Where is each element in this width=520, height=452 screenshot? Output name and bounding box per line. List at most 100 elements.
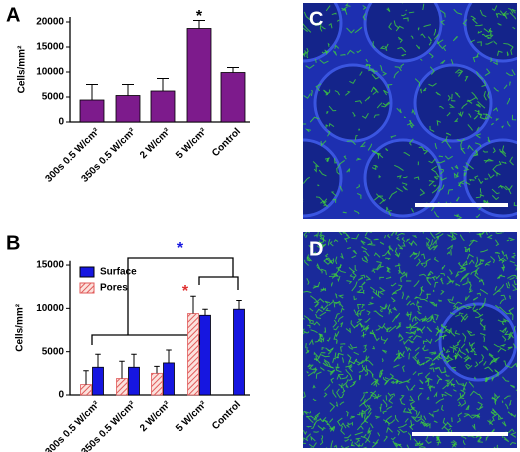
cell (477, 393, 483, 400)
cell (457, 339, 461, 346)
cell (322, 419, 328, 423)
cell (314, 412, 321, 420)
cell (484, 113, 489, 120)
cell (459, 111, 464, 118)
cell (492, 165, 498, 175)
cell (494, 252, 501, 254)
cell (453, 355, 457, 360)
error-bar (157, 78, 169, 91)
cell (494, 286, 498, 291)
cell (491, 188, 500, 195)
cell (390, 436, 396, 441)
cell (403, 271, 408, 279)
cell (349, 343, 358, 349)
cell (429, 301, 436, 307)
cell (355, 437, 361, 440)
cell (461, 265, 466, 273)
cell (356, 439, 360, 444)
cell (373, 378, 379, 386)
cell (434, 356, 443, 360)
cell (435, 232, 442, 236)
cell (365, 275, 372, 281)
cell (328, 122, 335, 128)
cell (408, 352, 411, 360)
cell (390, 232, 395, 236)
cell (306, 415, 315, 419)
cell (365, 64, 371, 70)
cell (485, 41, 493, 45)
cell (317, 184, 320, 187)
cell (467, 99, 473, 104)
cell (505, 72, 514, 76)
cell (492, 147, 496, 154)
cell (339, 393, 345, 399)
cell (303, 23, 312, 33)
cell (303, 47, 309, 56)
cell (325, 50, 328, 55)
cell (405, 331, 416, 334)
cell (303, 391, 306, 399)
cell (446, 382, 451, 387)
cell (406, 378, 411, 383)
cell (382, 399, 388, 408)
cell (451, 166, 454, 170)
cell (367, 429, 372, 434)
cell (379, 241, 385, 245)
cell (313, 418, 321, 426)
cell (313, 281, 321, 288)
cell (334, 90, 340, 96)
cell (491, 195, 500, 201)
cell (373, 394, 382, 400)
cell (336, 388, 341, 398)
cell (334, 331, 340, 338)
cell (475, 71, 484, 80)
cell (499, 298, 505, 305)
error-bar (95, 353, 101, 368)
cell (474, 361, 479, 368)
cell (372, 41, 376, 49)
cell (408, 11, 415, 14)
cell (449, 296, 454, 301)
cell (444, 328, 452, 333)
cell (434, 313, 439, 321)
cell (323, 359, 330, 364)
cell (425, 439, 432, 444)
cell (408, 423, 415, 430)
cell (388, 308, 392, 315)
cell (378, 174, 382, 179)
cell (411, 108, 416, 115)
cell (408, 138, 414, 146)
cell (513, 280, 517, 286)
cell (433, 391, 438, 398)
cell (480, 318, 484, 323)
cell (460, 343, 466, 349)
cell (453, 213, 459, 218)
cell (462, 332, 467, 342)
cell (512, 343, 517, 349)
cell (450, 93, 453, 100)
cell (338, 383, 345, 392)
cell (395, 232, 398, 235)
cell (405, 326, 410, 329)
cell (436, 160, 446, 164)
cell (371, 149, 380, 156)
cell (442, 417, 447, 426)
cell (475, 313, 484, 318)
cell (330, 425, 335, 431)
cell (308, 241, 314, 248)
cell (303, 331, 306, 335)
cell (417, 414, 423, 419)
cell (509, 260, 516, 264)
cell (494, 395, 501, 405)
cell (507, 281, 511, 287)
cell (390, 393, 395, 397)
cell (353, 351, 360, 355)
pillar (313, 63, 393, 143)
cell (337, 315, 344, 323)
cell (411, 240, 418, 246)
cell (425, 314, 434, 322)
cell (468, 342, 476, 347)
cell (455, 196, 460, 202)
cell (314, 321, 321, 326)
cell (410, 330, 417, 335)
